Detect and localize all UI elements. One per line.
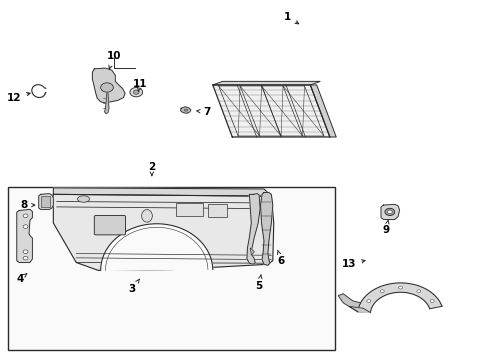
- Circle shape: [23, 214, 28, 218]
- Circle shape: [101, 83, 113, 92]
- Polygon shape: [212, 85, 329, 137]
- Polygon shape: [380, 204, 399, 220]
- Text: 8: 8: [20, 200, 35, 210]
- Text: 3: 3: [128, 279, 139, 294]
- Bar: [41, 197, 50, 207]
- Text: 2: 2: [148, 162, 155, 176]
- Polygon shape: [348, 306, 370, 312]
- Polygon shape: [39, 194, 53, 210]
- Circle shape: [380, 290, 384, 293]
- Bar: [8, 187, 334, 350]
- Circle shape: [384, 208, 394, 216]
- Text: 5: 5: [255, 275, 262, 291]
- Polygon shape: [104, 92, 109, 114]
- Text: 4: 4: [17, 274, 27, 284]
- Circle shape: [398, 286, 402, 289]
- Polygon shape: [260, 193, 272, 265]
- FancyBboxPatch shape: [94, 216, 125, 235]
- Polygon shape: [53, 194, 273, 270]
- Polygon shape: [250, 248, 254, 255]
- Bar: [176, 203, 203, 216]
- Circle shape: [23, 256, 28, 260]
- Circle shape: [366, 300, 370, 302]
- Polygon shape: [338, 294, 360, 312]
- Circle shape: [386, 210, 391, 214]
- Circle shape: [133, 90, 139, 94]
- Polygon shape: [17, 210, 32, 262]
- Polygon shape: [310, 85, 335, 137]
- Polygon shape: [92, 68, 125, 103]
- Text: 13: 13: [342, 259, 365, 269]
- Text: 10: 10: [106, 51, 121, 69]
- Circle shape: [416, 290, 420, 293]
- Ellipse shape: [77, 196, 89, 202]
- Text: 7: 7: [196, 107, 210, 117]
- Circle shape: [130, 87, 142, 97]
- Polygon shape: [53, 188, 271, 196]
- Text: 6: 6: [277, 250, 284, 266]
- Polygon shape: [180, 107, 190, 113]
- Polygon shape: [357, 283, 441, 312]
- Circle shape: [429, 300, 433, 302]
- Ellipse shape: [142, 210, 152, 222]
- Text: 1: 1: [283, 12, 298, 24]
- Polygon shape: [212, 81, 320, 85]
- Text: 9: 9: [382, 220, 388, 235]
- Polygon shape: [246, 194, 260, 264]
- Circle shape: [23, 225, 28, 228]
- Ellipse shape: [183, 109, 187, 111]
- Circle shape: [23, 250, 28, 253]
- Text: 11: 11: [133, 79, 147, 92]
- Polygon shape: [101, 224, 212, 270]
- Bar: [207, 204, 227, 217]
- Text: 12: 12: [7, 93, 30, 103]
